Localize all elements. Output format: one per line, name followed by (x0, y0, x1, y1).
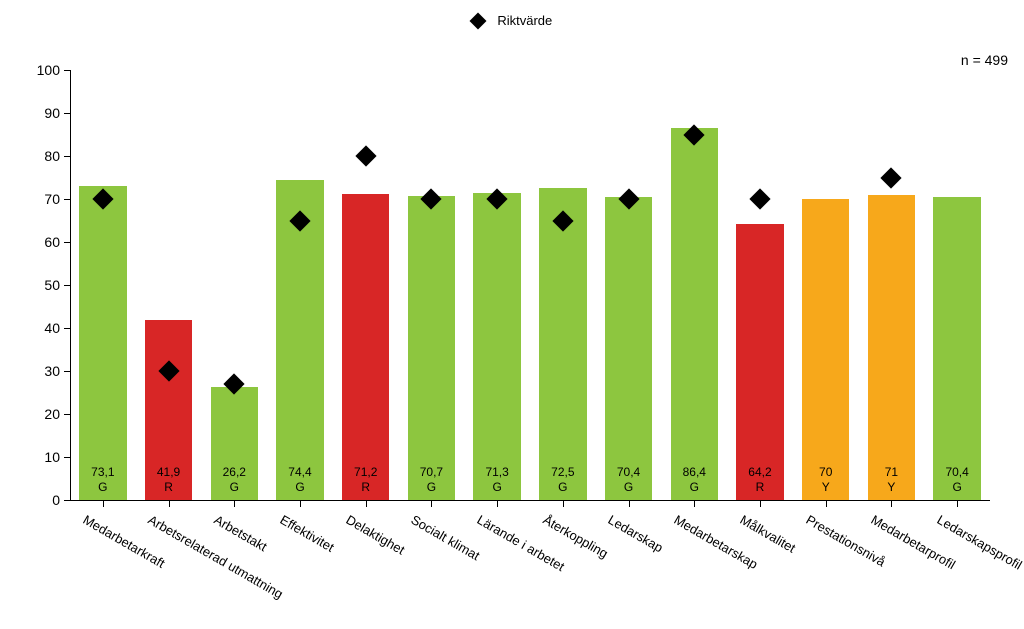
y-tick-label: 30 (44, 363, 60, 379)
x-tick (891, 500, 892, 507)
x-tick (826, 500, 827, 507)
chart-container: Riktvärde n = 499 0102030405060708090100… (0, 0, 1024, 629)
bar-value-label: 73,1 G (79, 465, 126, 494)
y-tick-label: 70 (44, 191, 60, 207)
bar: 71,2 R (342, 194, 389, 500)
y-tick (64, 500, 70, 501)
bar-value-label: 26,2 G (211, 465, 258, 494)
benchmark-diamond-icon (355, 145, 376, 166)
x-axis-label: Ledarskap (606, 512, 666, 555)
y-tick (64, 156, 70, 157)
x-tick (563, 500, 564, 507)
x-tick (234, 500, 235, 507)
bar: 72,5 G (539, 188, 586, 500)
x-tick (694, 500, 695, 507)
bar-value-label: 71,3 G (473, 465, 520, 494)
y-tick-label: 10 (44, 449, 60, 465)
y-axis (70, 70, 71, 500)
y-tick-label: 90 (44, 105, 60, 121)
benchmark-diamond-icon (881, 167, 902, 188)
x-axis-label: Målkvalitet (737, 512, 798, 556)
x-tick (497, 500, 498, 507)
y-tick (64, 457, 70, 458)
x-axis-label: Socialt klimat (409, 512, 483, 563)
x-tick (431, 500, 432, 507)
y-tick (64, 113, 70, 114)
bar: 71 Y (868, 195, 915, 500)
x-tick (300, 500, 301, 507)
bar-value-label: 41,9 R (145, 465, 192, 494)
bar: 70 Y (802, 199, 849, 500)
x-tick (629, 500, 630, 507)
diamond-icon (469, 12, 486, 29)
y-tick (64, 242, 70, 243)
bar-value-label: 70,7 G (408, 465, 455, 494)
bar: 71,3 G (473, 193, 520, 500)
bar-value-label: 72,5 G (539, 465, 586, 494)
benchmark-diamond-icon (749, 188, 770, 209)
bar-value-label: 86,4 G (671, 465, 718, 494)
x-tick (169, 500, 170, 507)
y-tick (64, 328, 70, 329)
sample-size-label: n = 499 (961, 52, 1008, 68)
x-axis-label: Arbetstakt (212, 512, 270, 554)
y-tick-label: 50 (44, 277, 60, 293)
bar-value-label: 71,2 R (342, 465, 389, 494)
bar: 41,9 R (145, 320, 192, 500)
bar: 73,1 G (79, 186, 126, 500)
bar: 70,4 G (933, 197, 980, 500)
bar-value-label: 70,4 G (605, 465, 652, 494)
y-tick-label: 80 (44, 148, 60, 164)
bar-value-label: 70 Y (802, 465, 849, 494)
y-tick-label: 40 (44, 320, 60, 336)
y-tick-label: 100 (37, 62, 60, 78)
x-axis-label: Delaktighet (343, 512, 407, 558)
bar-value-label: 74,4 G (276, 465, 323, 494)
x-tick (957, 500, 958, 507)
legend: Riktvärde (0, 12, 1024, 28)
bar: 70,7 G (408, 196, 455, 500)
y-tick (64, 414, 70, 415)
y-tick (64, 285, 70, 286)
bar-value-label: 70,4 G (933, 465, 980, 494)
y-tick-label: 20 (44, 406, 60, 422)
x-tick (366, 500, 367, 507)
x-tick (760, 500, 761, 507)
y-tick (64, 70, 70, 71)
bar-value-label: 71 Y (868, 465, 915, 494)
y-tick-label: 0 (52, 492, 60, 508)
y-tick (64, 199, 70, 200)
bar: 86,4 G (671, 128, 718, 500)
bar: 64,2 R (736, 224, 783, 500)
y-tick-label: 60 (44, 234, 60, 250)
x-axis-label: Effektivitet (277, 512, 336, 555)
bar-value-label: 64,2 R (736, 465, 783, 494)
legend-label: Riktvärde (497, 13, 552, 28)
bar: 26,2 G (211, 387, 258, 500)
bar: 70,4 G (605, 197, 652, 500)
plot-area: 010203040506070809010073,1 GMedarbetarkr… (70, 70, 990, 501)
y-tick (64, 371, 70, 372)
x-tick (103, 500, 104, 507)
